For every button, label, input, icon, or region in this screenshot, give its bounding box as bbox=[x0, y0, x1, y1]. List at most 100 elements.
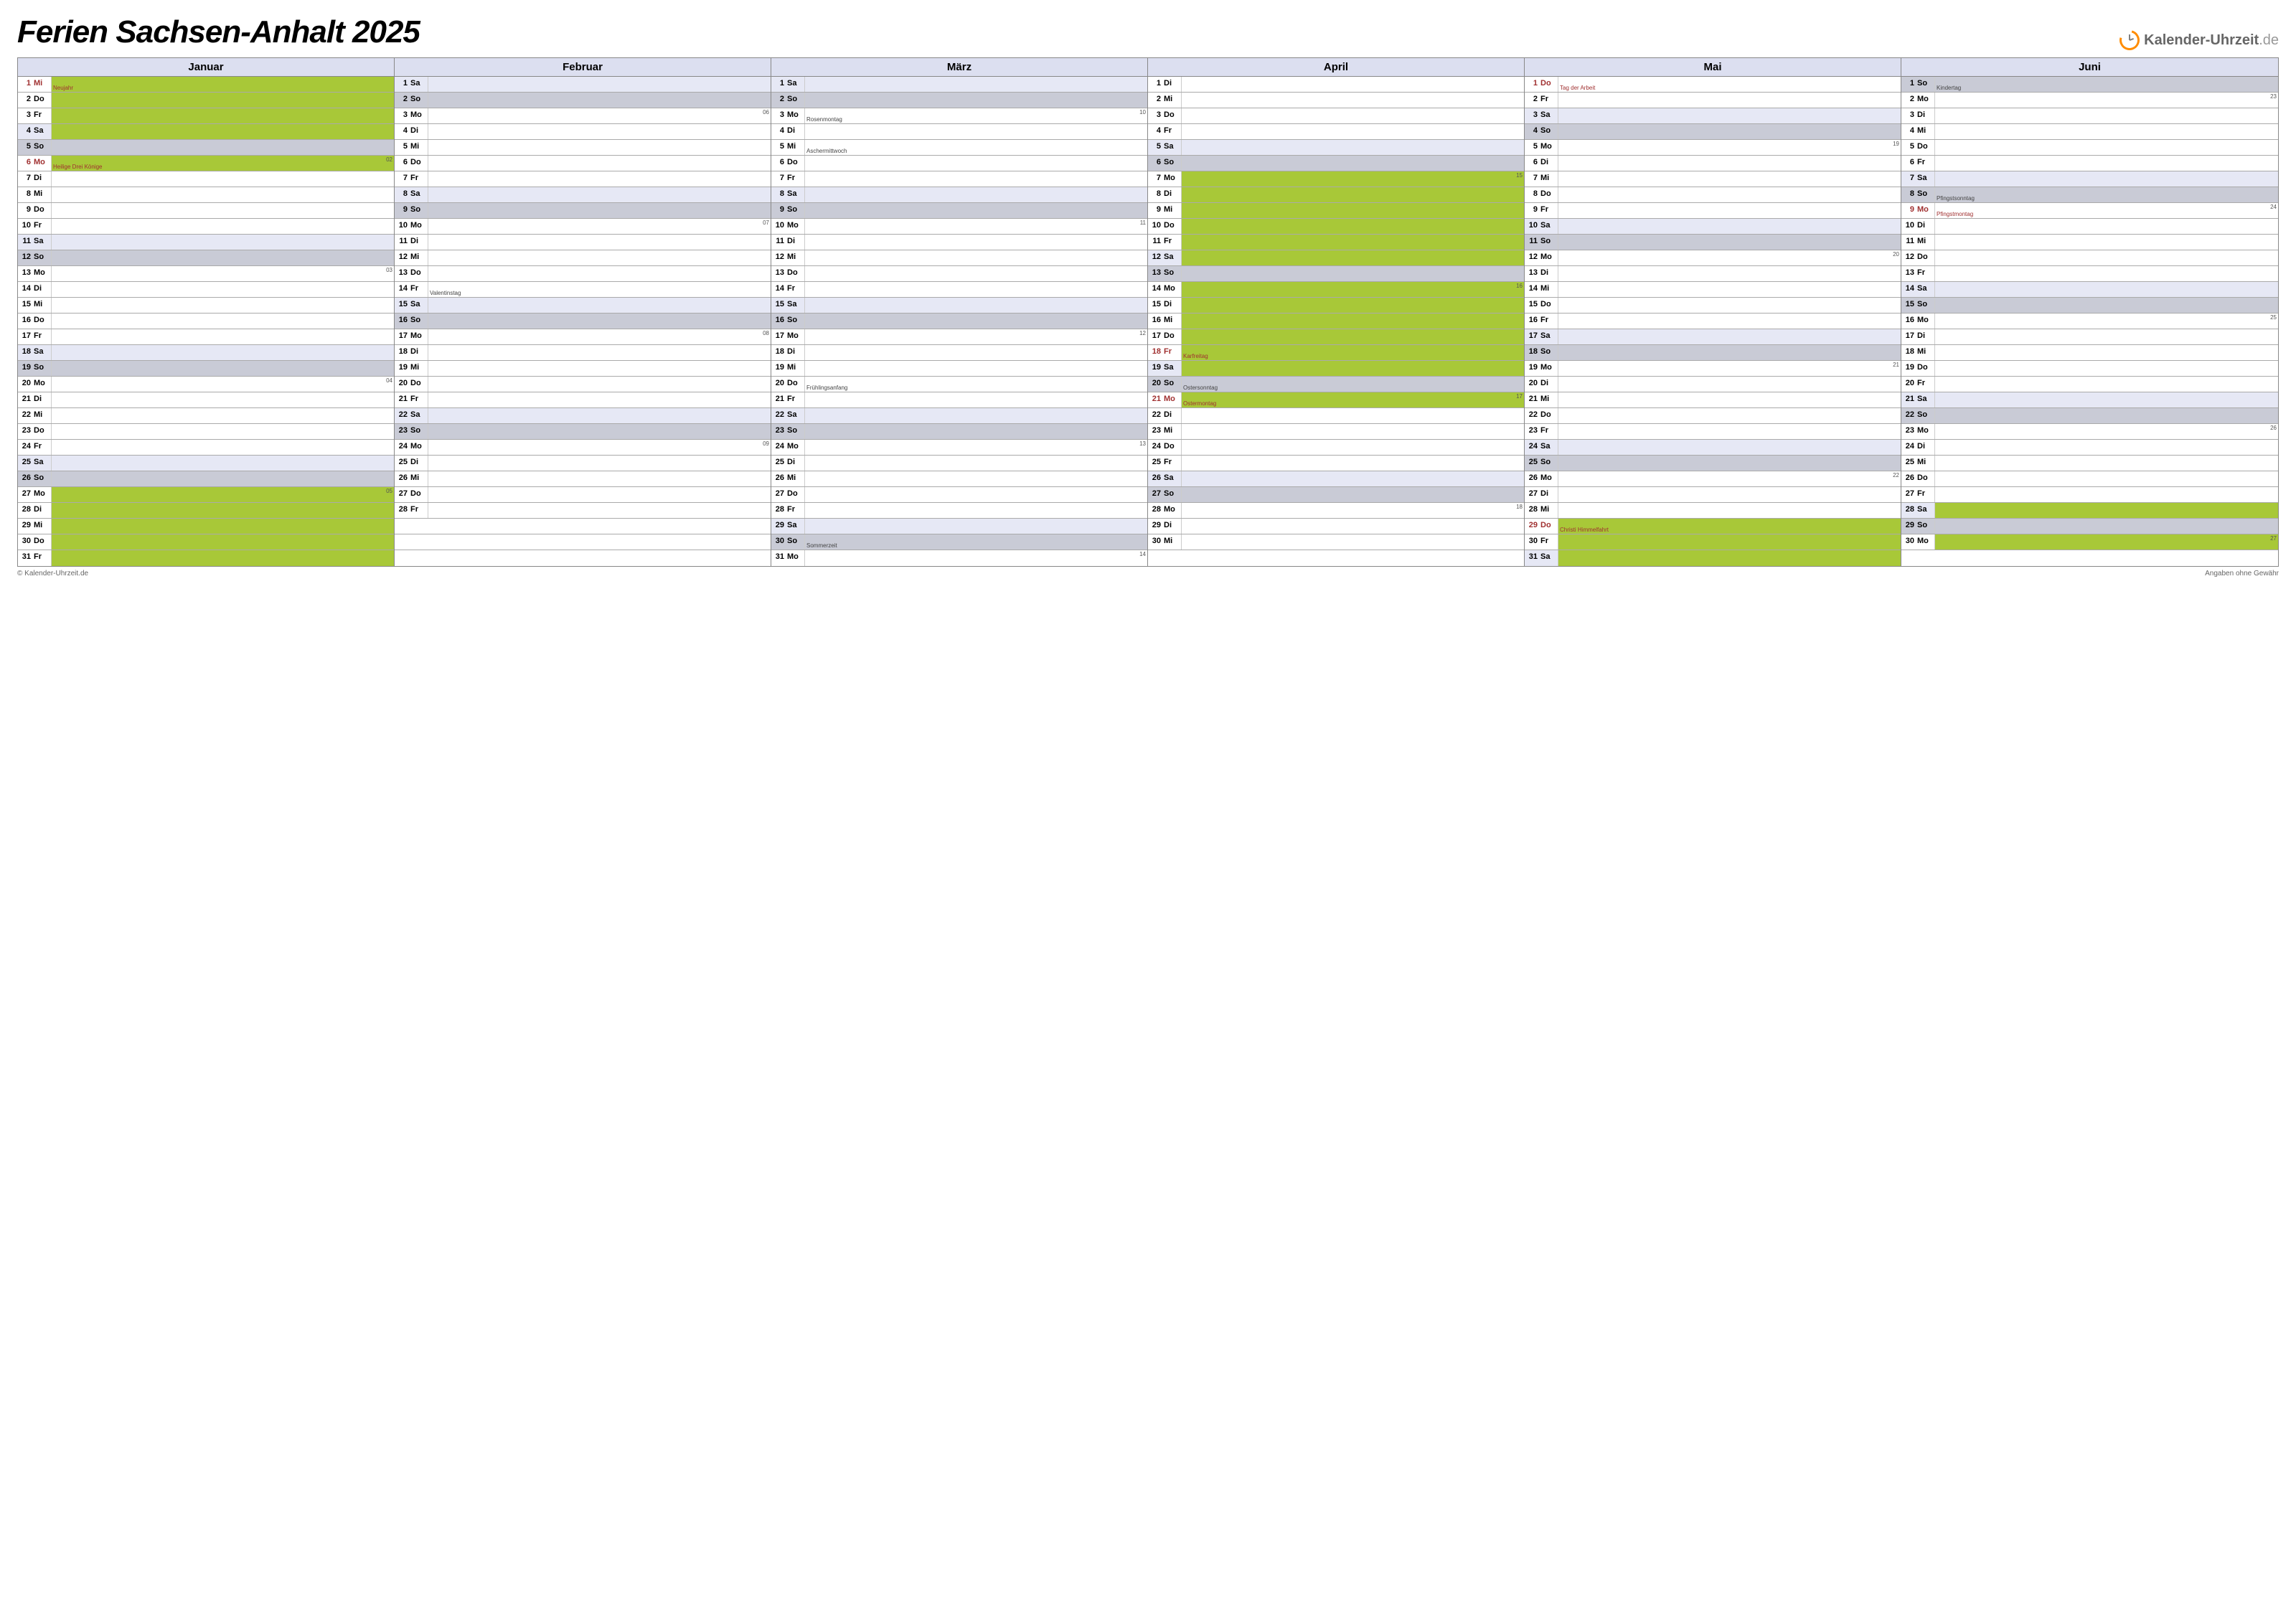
day-row bbox=[1148, 550, 1524, 566]
day-row: 10Sa bbox=[1525, 219, 1901, 235]
day-body bbox=[804, 77, 1147, 92]
day-row: 22Do bbox=[1525, 408, 1901, 424]
day-body bbox=[428, 471, 771, 486]
day-row: 2Do bbox=[18, 93, 394, 108]
day-body bbox=[804, 93, 1147, 108]
day-body bbox=[1934, 124, 2278, 139]
day-body bbox=[1558, 345, 1901, 360]
day-row: 25Sa bbox=[18, 456, 394, 471]
day-row: 22Sa bbox=[771, 408, 1147, 424]
day-weekday: Di bbox=[787, 345, 804, 360]
day-weekday: So bbox=[1917, 298, 1934, 313]
day-row: 27So bbox=[1148, 487, 1524, 503]
day-weekday: Do bbox=[1917, 140, 1934, 155]
day-body bbox=[51, 550, 394, 566]
day-body bbox=[51, 345, 394, 360]
day-row: 27Do bbox=[395, 487, 771, 503]
day-weekday: Do bbox=[1164, 219, 1181, 234]
day-body bbox=[1181, 534, 1524, 550]
day-weekday: So bbox=[1164, 377, 1181, 392]
day-weekday: Fr bbox=[1540, 93, 1558, 108]
week-number: 20 bbox=[1893, 251, 1899, 258]
day-row: 29DoChristi Himmelfahrt bbox=[1525, 519, 1901, 534]
day-row: 7Sa bbox=[1901, 171, 2278, 187]
day-number: 26 bbox=[18, 471, 34, 486]
day-number: 10 bbox=[1901, 219, 1917, 234]
day-row: 1Di bbox=[1148, 77, 1524, 93]
day-row: 21MoOstermontag17 bbox=[1148, 392, 1524, 408]
day-weekday: Do bbox=[34, 424, 51, 439]
day-weekday: Fr bbox=[1164, 456, 1181, 471]
day-weekday: Mo bbox=[1540, 140, 1558, 155]
day-number: 25 bbox=[1901, 456, 1917, 471]
day-number: 19 bbox=[395, 361, 410, 376]
day-number: 24 bbox=[1148, 440, 1164, 455]
day-number: 8 bbox=[18, 187, 34, 202]
day-body bbox=[1181, 93, 1524, 108]
day-weekday: So bbox=[1164, 487, 1181, 502]
day-weekday: Do bbox=[1164, 440, 1181, 455]
day-weekday: Di bbox=[787, 456, 804, 471]
day-body: Kindertag bbox=[1934, 77, 2278, 92]
day-row: 16Mi bbox=[1148, 314, 1524, 329]
day-body bbox=[1558, 408, 1901, 423]
day-weekday: Di bbox=[787, 235, 804, 250]
day-body bbox=[1181, 219, 1524, 234]
day-body bbox=[804, 187, 1147, 202]
day-number: 20 bbox=[1525, 377, 1540, 392]
day-row: 23Do bbox=[18, 424, 394, 440]
day-number: 13 bbox=[1148, 266, 1164, 281]
day-body bbox=[804, 235, 1147, 250]
day-row: 3Fr bbox=[18, 108, 394, 124]
day-row: 9Mi bbox=[1148, 203, 1524, 219]
day-body bbox=[428, 124, 771, 139]
day-number: 28 bbox=[395, 503, 410, 518]
day-number: 2 bbox=[1525, 93, 1540, 108]
day-number: 22 bbox=[395, 408, 410, 423]
day-body bbox=[1934, 329, 2278, 344]
day-body: Valentinstag bbox=[428, 282, 771, 297]
day-row: 10Mo07 bbox=[395, 219, 771, 235]
day-row: 21Mi bbox=[1525, 392, 1901, 408]
day-body bbox=[51, 534, 394, 550]
day-row: 15Di bbox=[1148, 298, 1524, 314]
day-body: 09 bbox=[428, 440, 771, 455]
day-row: 11Fr bbox=[1148, 235, 1524, 250]
week-number: 27 bbox=[2270, 535, 2277, 542]
day-weekday: Mo bbox=[1164, 503, 1181, 518]
day-number: 8 bbox=[1148, 187, 1164, 202]
day-body bbox=[51, 392, 394, 407]
day-weekday: So bbox=[410, 424, 428, 439]
day-body bbox=[804, 392, 1147, 407]
day-number: 5 bbox=[771, 140, 787, 155]
week-number: 08 bbox=[763, 330, 769, 336]
day-weekday: Do bbox=[410, 266, 428, 281]
day-row: 3Do bbox=[1148, 108, 1524, 124]
day-weekday: Sa bbox=[1540, 219, 1558, 234]
day-body bbox=[428, 156, 771, 171]
day-body bbox=[51, 298, 394, 313]
day-body bbox=[428, 203, 771, 218]
day-body: Tag der Arbeit bbox=[1558, 77, 1901, 92]
day-weekday: Di bbox=[34, 392, 51, 407]
day-row: 17Di bbox=[1901, 329, 2278, 345]
day-row: 16So bbox=[395, 314, 771, 329]
day-row: 24Sa bbox=[1525, 440, 1901, 456]
day-weekday: Sa bbox=[1540, 550, 1558, 566]
day-weekday: Mi bbox=[1540, 503, 1558, 518]
day-weekday: Sa bbox=[410, 298, 428, 313]
day-weekday: Di bbox=[1917, 440, 1934, 455]
day-body: Frühlingsanfang bbox=[804, 377, 1147, 392]
day-body bbox=[804, 124, 1147, 139]
day-row: 17Sa bbox=[1525, 329, 1901, 345]
day-body: Heilige Drei Könige02 bbox=[51, 156, 394, 171]
day-weekday: Mo bbox=[1917, 424, 1934, 439]
day-body bbox=[428, 171, 771, 187]
day-number: 24 bbox=[1525, 440, 1540, 455]
day-row: 10Mo11 bbox=[771, 219, 1147, 235]
week-number: 02 bbox=[386, 156, 392, 163]
day-body: 22 bbox=[1558, 471, 1901, 486]
day-weekday: So bbox=[787, 534, 804, 550]
day-weekday: Sa bbox=[787, 408, 804, 423]
day-body bbox=[428, 314, 771, 329]
